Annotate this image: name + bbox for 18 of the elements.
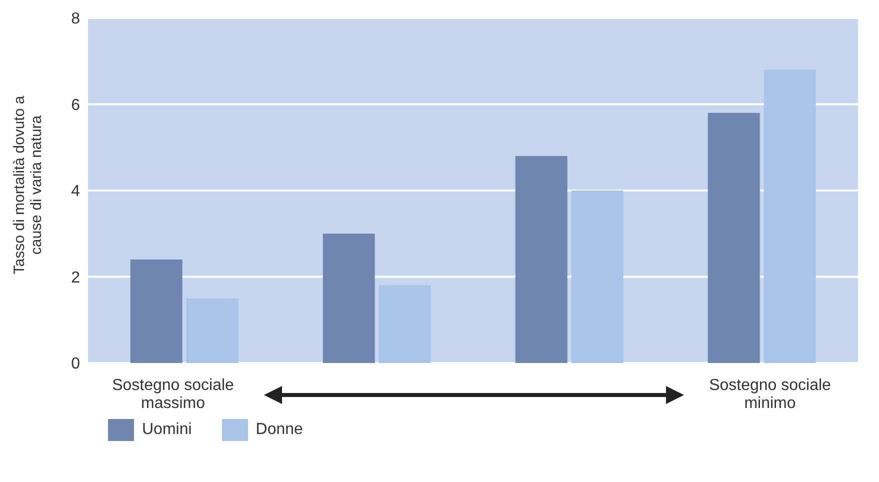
y-tick-label: 6 <box>71 96 80 114</box>
legend-label: Donne <box>256 421 303 439</box>
bar <box>515 156 568 363</box>
text: Sostegno sociale minimo <box>708 377 832 413</box>
text: Sostegno sociale massimo <box>111 377 235 413</box>
y-tick-label: 0 <box>71 356 80 373</box>
bar <box>130 260 182 363</box>
bar <box>708 112 760 363</box>
y-tick-label: 2 <box>71 269 80 286</box>
bar <box>764 70 816 363</box>
bar <box>186 298 238 363</box>
bar <box>571 190 624 363</box>
y-axis-title: Tasso di mortalità dovuto a cause di varia natura <box>11 94 45 276</box>
y-tick-label: 8 <box>71 10 80 28</box>
y-tick-label: 4 <box>71 183 80 200</box>
legend-label: Uomini <box>142 421 192 439</box>
bar <box>378 285 431 363</box>
bar <box>322 234 375 363</box>
